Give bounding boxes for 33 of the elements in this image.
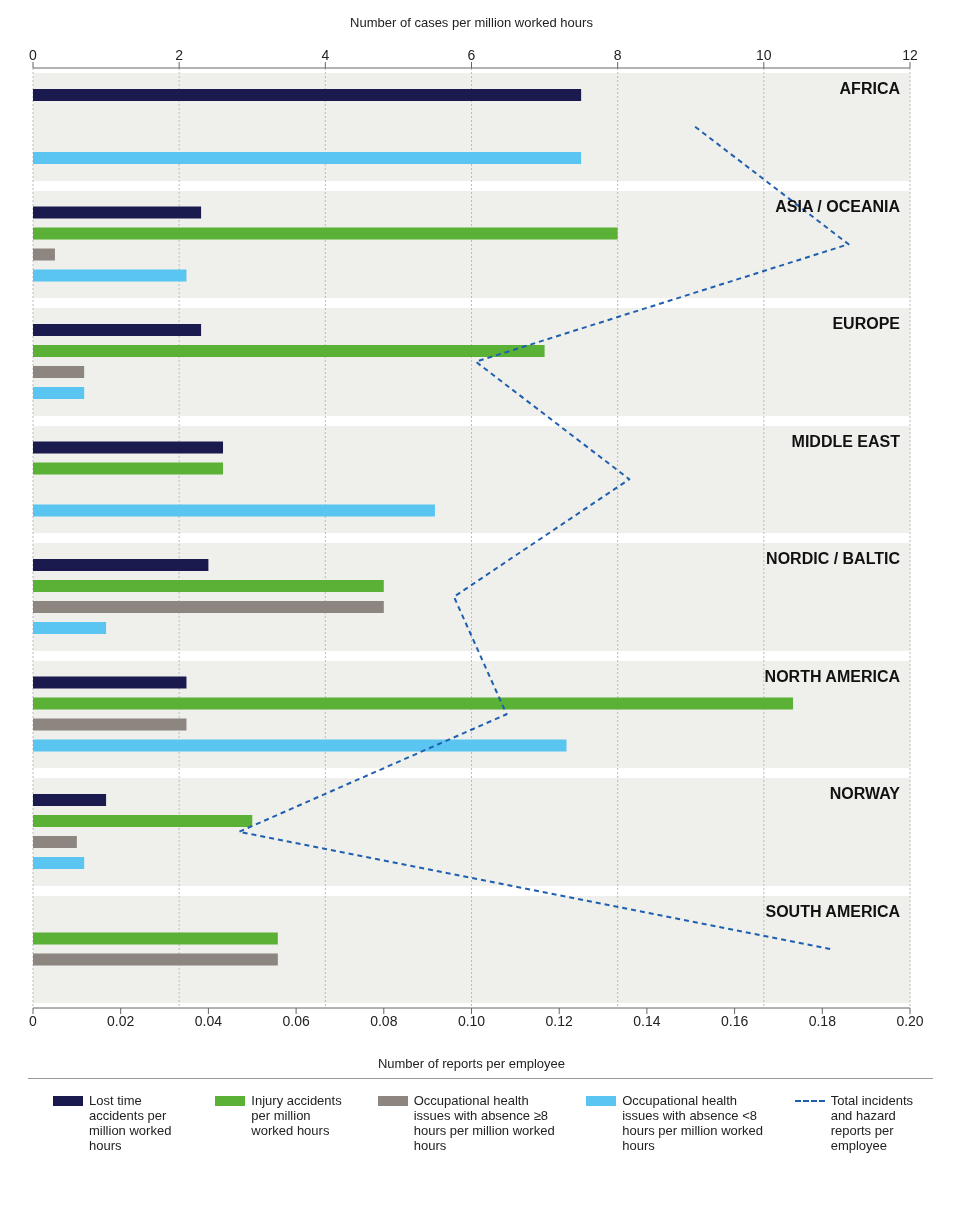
x2-tick-label: 10 [756, 47, 772, 63]
x2-tick-label: 0 [29, 47, 38, 63]
x-axis-title: Number of reports per employee [377, 1056, 566, 1071]
x-tick-label: 0.20 [896, 1012, 924, 1029]
x2-tick-label: 12 [902, 47, 918, 63]
x2-tick-label: 2 [175, 47, 184, 63]
x-tick-label: 0.18 [808, 1012, 837, 1029]
x-tick-label: 0 [29, 1012, 38, 1029]
y-tick-label: NORWAY [829, 785, 900, 803]
x-tick-label: 0.02 [107, 1012, 135, 1029]
x-tick-label: 0.12 [545, 1012, 574, 1029]
y-tick-label: NORDIC / BALTIC [766, 550, 900, 568]
y-tick-label: ASIA / OCEANIA [775, 197, 900, 216]
x-tick-label: 0.04 [194, 1012, 223, 1029]
x2-tick-label: 6 [467, 47, 476, 63]
legend-label: Total incidents and hazard reports per employee [830, 1093, 915, 1153]
y-tick-label: EUROPE [832, 315, 900, 333]
legend-label: Occupational health issues with absence ≥8 hours per million worked hours [413, 1093, 556, 1153]
x2-tick-label: 4 [321, 47, 330, 63]
x2-axis-title: Number of cases per million worked hours [350, 15, 594, 31]
y-tick-label: NORTH AMERICA [764, 667, 900, 686]
legend-label: Lost time accidents per million worked hours [89, 1093, 173, 1153]
x-tick-label: 0.10 [457, 1012, 486, 1029]
legend-label: Injury accidents per million worked hours [251, 1093, 343, 1138]
x-tick-label: 0.14 [633, 1012, 661, 1029]
legend-label: Occupational health issues with absence <8 hours per million worked hours [622, 1093, 765, 1153]
y-tick-label: SOUTH AMERICA [765, 902, 900, 921]
x-tick-label: 0.16 [720, 1012, 749, 1029]
x2-tick-label: 8 [613, 47, 622, 63]
y-tick-label: AFRICA [839, 80, 900, 98]
x-tick-label: 0.06 [282, 1012, 310, 1029]
y-tick-label: MIDDLE EAST [791, 432, 900, 451]
x-tick-label: 0.08 [370, 1012, 398, 1029]
